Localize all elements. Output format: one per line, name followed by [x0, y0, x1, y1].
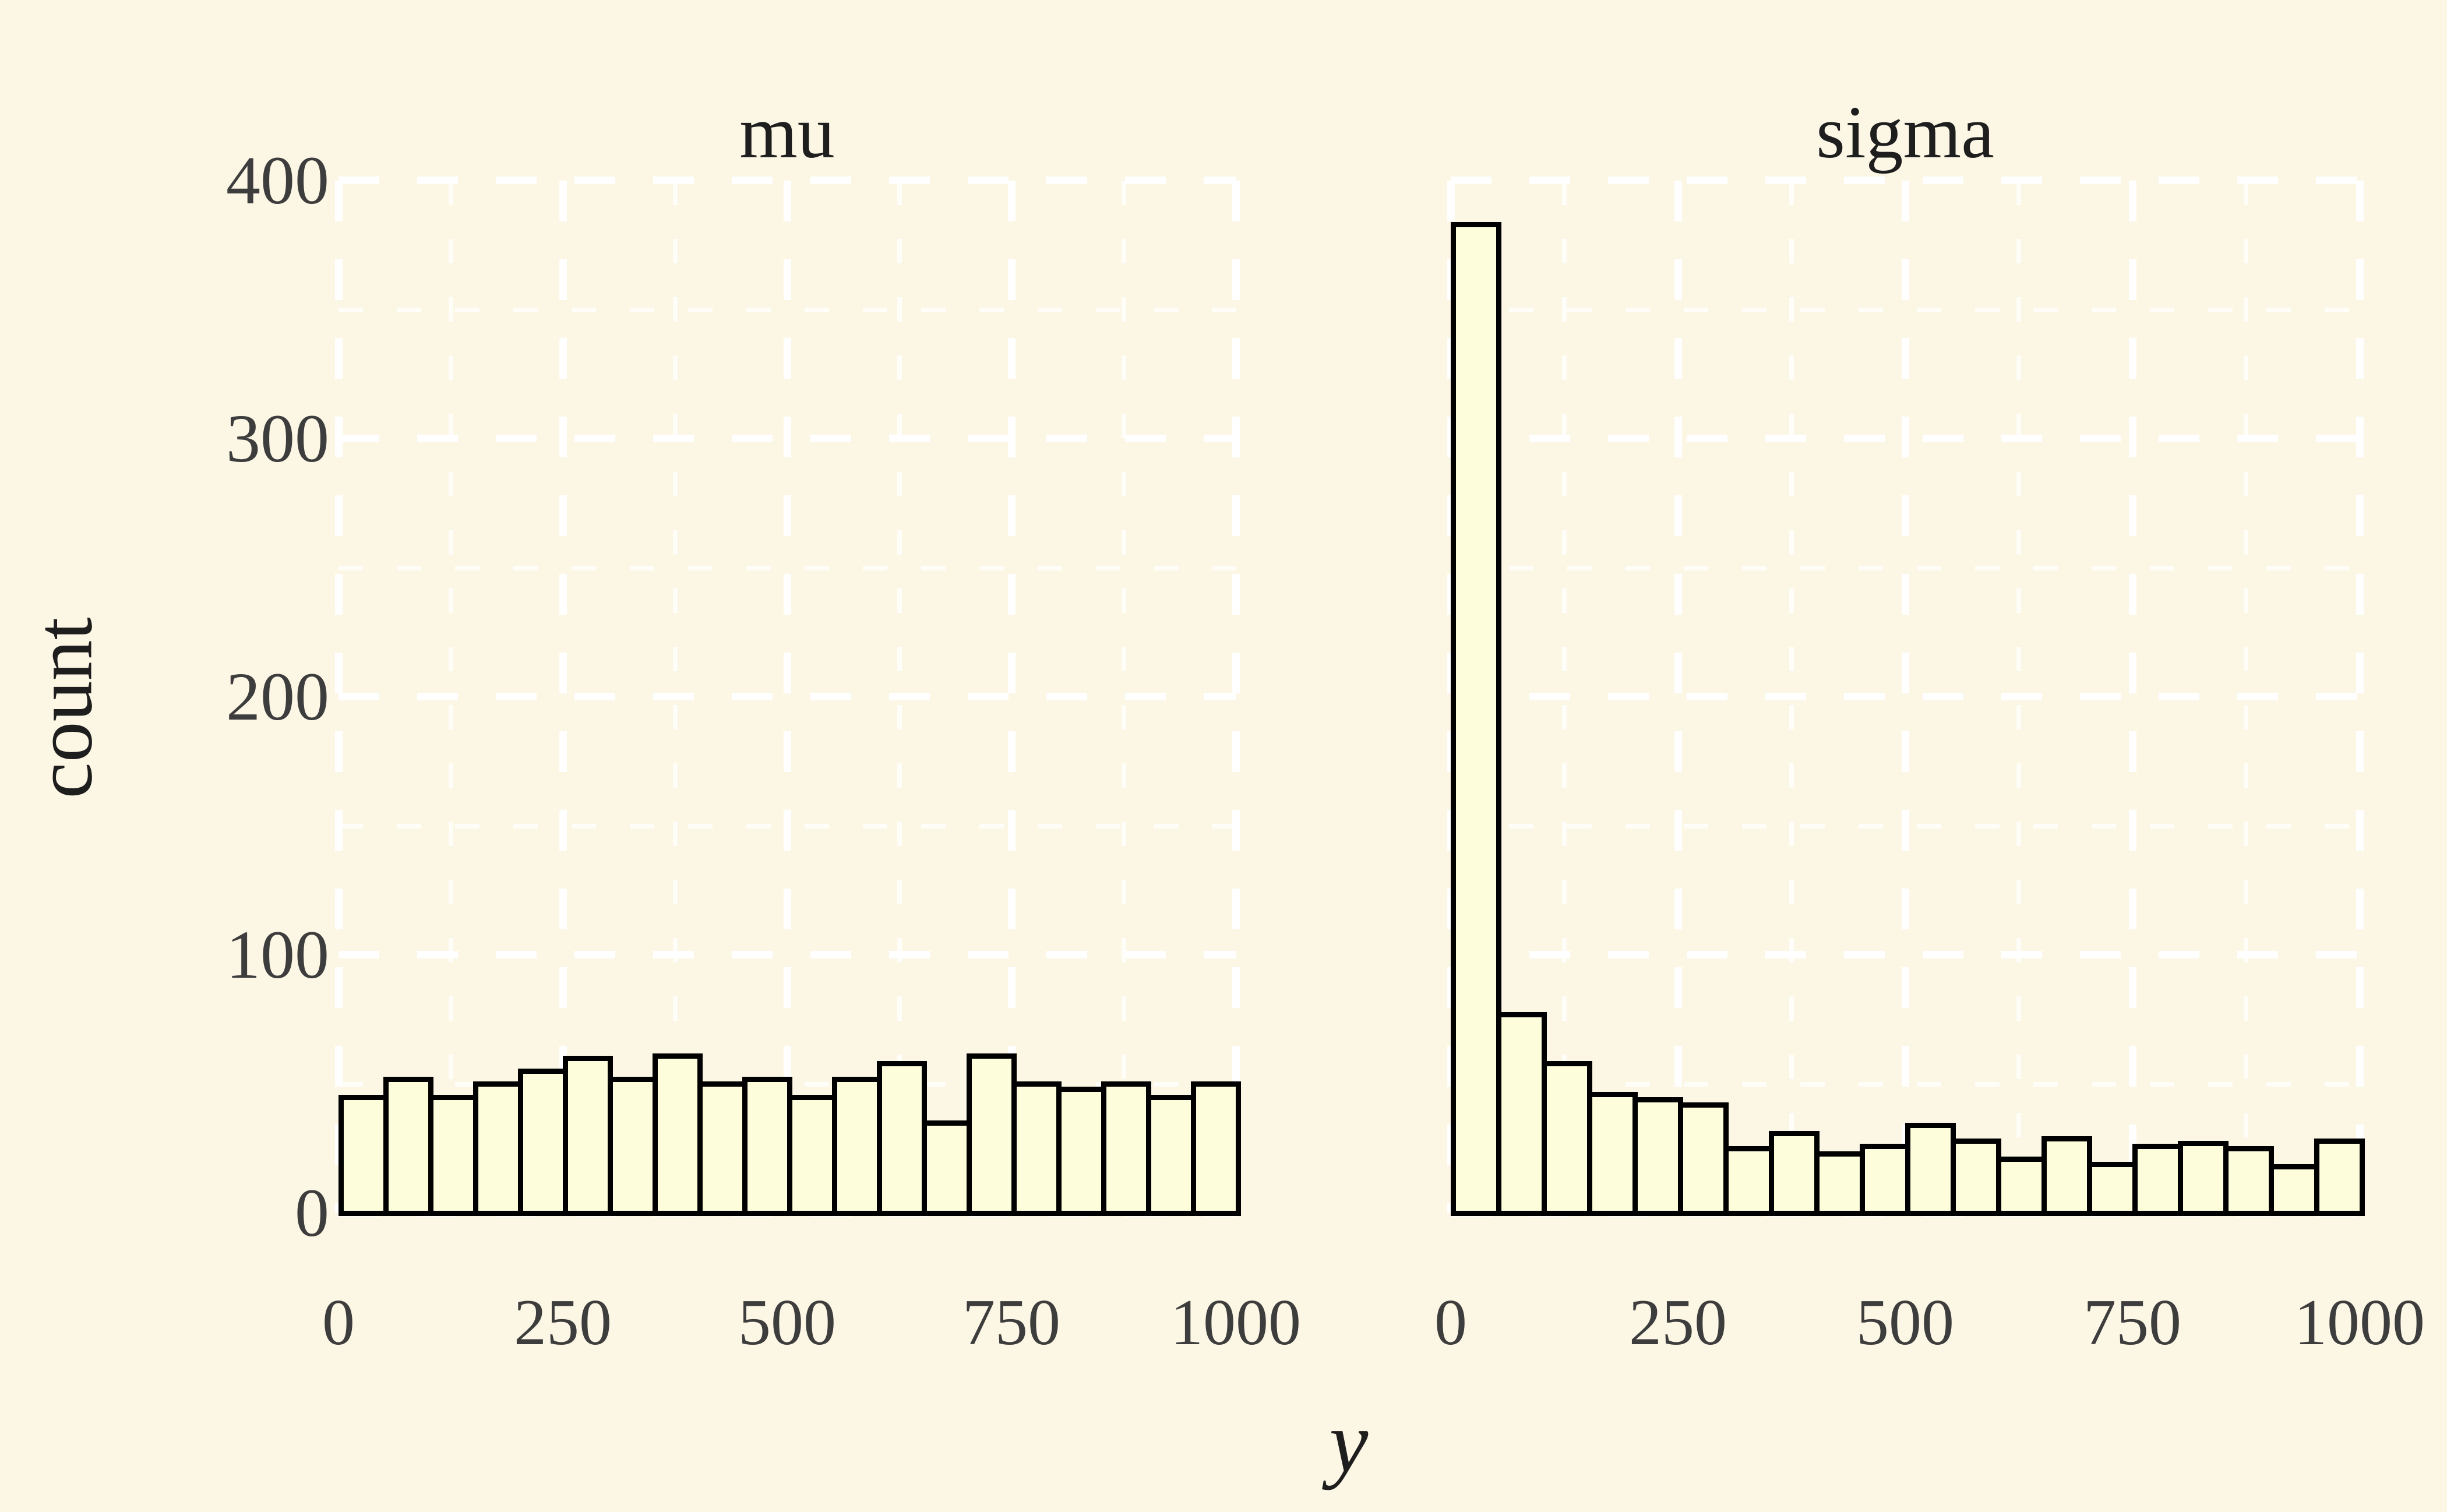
x-axis-tick-label: 750	[2083, 1287, 2181, 1359]
histogram-bar	[1587, 1092, 1638, 1216]
gridline-horizontal-major	[339, 435, 1236, 442]
histogram-bar	[2087, 1162, 2138, 1216]
histogram-bar	[832, 1077, 882, 1216]
histogram-bar	[1905, 1123, 1956, 1216]
gridline-horizontal-minor	[339, 307, 1236, 312]
histogram-bar	[1814, 1151, 1865, 1216]
gridline-horizontal-minor	[1451, 823, 2360, 829]
histogram-panel-mu: mu 0 250 500 750 1000	[322, 0, 1301, 1512]
histogram-bar	[877, 1061, 927, 1216]
y-axis-title: count	[19, 617, 110, 799]
x-axis-tick-label: 250	[1629, 1287, 1727, 1359]
gridline-horizontal-major	[1451, 693, 2360, 700]
x-axis-tick-label: 750	[962, 1287, 1060, 1359]
x-axis-tick-label: 1000	[1170, 1287, 1301, 1359]
histogram-bar	[697, 1081, 748, 1216]
histogram-bar	[1191, 1081, 1241, 1216]
histogram-bar	[1860, 1144, 1910, 1216]
histogram-bar	[1451, 222, 1501, 1216]
histogram-bar	[1678, 1102, 1729, 1216]
histogram-bar	[2223, 1146, 2274, 1216]
x-axis-tick-label: 0	[322, 1287, 355, 1359]
gridline-horizontal-major	[339, 951, 1236, 958]
histogram-bar	[1723, 1146, 1774, 1216]
gridline-horizontal-major	[1451, 951, 2360, 958]
histogram-panel-sigma: sigma 0 250 500 750 1000	[1434, 0, 2425, 1512]
histogram-bar	[1011, 1081, 1062, 1216]
histogram-bar	[2314, 1139, 2365, 1216]
gridline-horizontal-major	[1451, 435, 2360, 442]
gridline-horizontal-minor	[1451, 1081, 2360, 1087]
histogram-bar	[563, 1056, 613, 1216]
y-axis-tick-label: 200	[226, 658, 329, 735]
histogram-bar	[1951, 1139, 2001, 1216]
x-axis-tick-label: 1000	[2294, 1287, 2425, 1359]
gridline-horizontal-major	[1451, 177, 2360, 184]
histogram-bar	[787, 1095, 837, 1216]
facet-title-sigma: sigma	[1816, 91, 1994, 174]
histogram-bar	[922, 1120, 972, 1216]
histogram-bar	[653, 1053, 703, 1216]
histogram-bar	[967, 1053, 1017, 1216]
gridline-horizontal-minor	[339, 565, 1236, 570]
histogram-bar	[1542, 1061, 1592, 1216]
y-axis-tick-label: 400	[226, 142, 329, 218]
histogram-bar	[473, 1081, 523, 1216]
x-axis-tick-label: 250	[514, 1287, 612, 1359]
histogram-bar	[2041, 1136, 2092, 1216]
histogram-bar	[1769, 1131, 1820, 1216]
gridline-horizontal-minor	[1451, 565, 2360, 570]
y-axis-tick-label: 100	[226, 917, 329, 993]
x-axis-tick-label: 500	[738, 1287, 836, 1359]
x-axis-title: y	[1329, 1394, 1369, 1490]
histogram-bar	[608, 1077, 658, 1216]
gridline-horizontal-major	[339, 177, 1236, 184]
gridline-horizontal-minor	[339, 823, 1236, 829]
histogram-bar	[2269, 1164, 2319, 1216]
gridline-horizontal-major	[339, 693, 1236, 700]
histogram-bar	[2132, 1144, 2183, 1216]
facet-title-mu: mu	[739, 91, 835, 174]
gridline-horizontal-minor	[1451, 307, 2360, 312]
x-axis-tick-label: 0	[1434, 1287, 1467, 1359]
y-axis-tick-label: 300	[226, 400, 329, 477]
histogram-bar	[742, 1077, 792, 1216]
histogram-bar	[339, 1095, 389, 1216]
histogram-bar	[1056, 1087, 1106, 1216]
histogram-bar	[1996, 1157, 2047, 1216]
x-axis-tick-label: 500	[1856, 1287, 1954, 1359]
y-axis-tick-label: 0	[295, 1175, 329, 1251]
histogram-bar	[518, 1069, 568, 1216]
histogram-bar	[383, 1077, 433, 1216]
histogram-bar	[1496, 1012, 1547, 1216]
histogram-bar	[1101, 1081, 1151, 1216]
histogram-bar	[2178, 1141, 2229, 1216]
histogram-bar	[428, 1095, 478, 1216]
histogram-bar	[1146, 1095, 1196, 1216]
histogram-bar	[1632, 1097, 1683, 1216]
